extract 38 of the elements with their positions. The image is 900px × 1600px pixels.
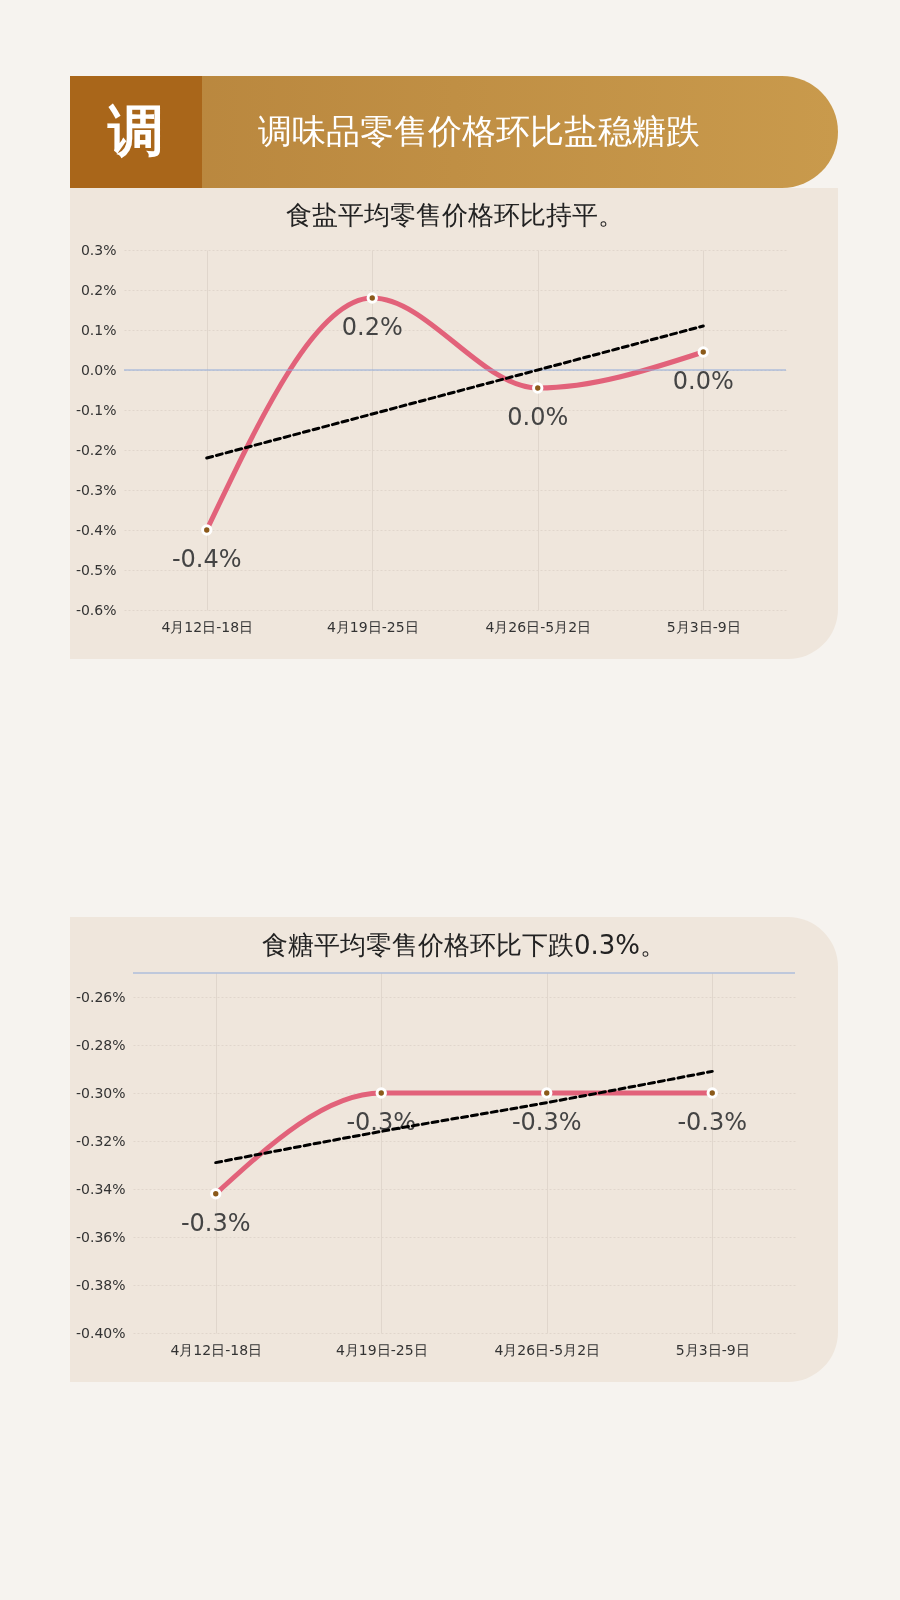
- y-tick-label: -0.38%: [75, 1276, 126, 1293]
- y-tick-label: -0.5%: [75, 561, 117, 578]
- x-tick-label: 5月3日-9日: [675, 1341, 750, 1358]
- y-tick-label: -0.34%: [75, 1180, 126, 1197]
- y-tick-label: -0.1%: [75, 401, 117, 418]
- data-label: -0.3%: [180, 1208, 251, 1237]
- x-tick-label: 4月12日-18日: [170, 1341, 263, 1358]
- text: 调: [70, 76, 202, 188]
- y-tick-label: -0.32%: [75, 1132, 126, 1149]
- y-tick-label: -0.28%: [75, 1036, 126, 1053]
- y-tick-label: -0.3%: [75, 481, 117, 498]
- data-label: -0.3%: [346, 1108, 417, 1136]
- x-tick-label: 4月12日-18日: [161, 618, 254, 635]
- y-tick-label: -0.6%: [75, 601, 117, 618]
- text: 调味品零售价格环比盐稳糖跌: [258, 110, 700, 153]
- data-label: -0.3%: [511, 1108, 582, 1136]
- y-tick-label: 0.1%: [80, 321, 117, 338]
- data-label: 0.0%: [672, 367, 734, 395]
- chart-title: 食糖平均零售价格环比下跌0.3%。: [261, 929, 667, 960]
- data-label: -0.4%: [171, 545, 242, 573]
- y-tick-label: 0.3%: [80, 241, 117, 258]
- x-tick-label: 4月19日-25日: [335, 1341, 428, 1358]
- y-tick-label: -0.30%: [75, 1084, 126, 1101]
- y-tick-label: 0.2%: [80, 281, 117, 298]
- y-tick-label: -0.2%: [75, 441, 117, 458]
- x-tick-label: 5月3日-9日: [666, 618, 741, 635]
- y-tick-label: -0.40%: [75, 1324, 126, 1341]
- y-tick-label: -0.36%: [75, 1228, 126, 1245]
- y-tick-label: -0.26%: [75, 988, 126, 1005]
- data-label: 0.2%: [341, 313, 403, 341]
- x-tick-label: 4月26日-5月2日: [485, 618, 592, 635]
- data-label: -0.3%: [677, 1108, 748, 1136]
- y-tick-label: -0.4%: [75, 521, 117, 538]
- chart-title: 食盐平均零售价格环比持平。: [286, 200, 624, 230]
- y-tick-label: 0.0%: [80, 361, 117, 378]
- x-tick-label: 4月19日-25日: [326, 618, 419, 635]
- data-label: 0.0%: [507, 403, 569, 431]
- x-tick-label: 4月26日-5月2日: [494, 1341, 601, 1358]
